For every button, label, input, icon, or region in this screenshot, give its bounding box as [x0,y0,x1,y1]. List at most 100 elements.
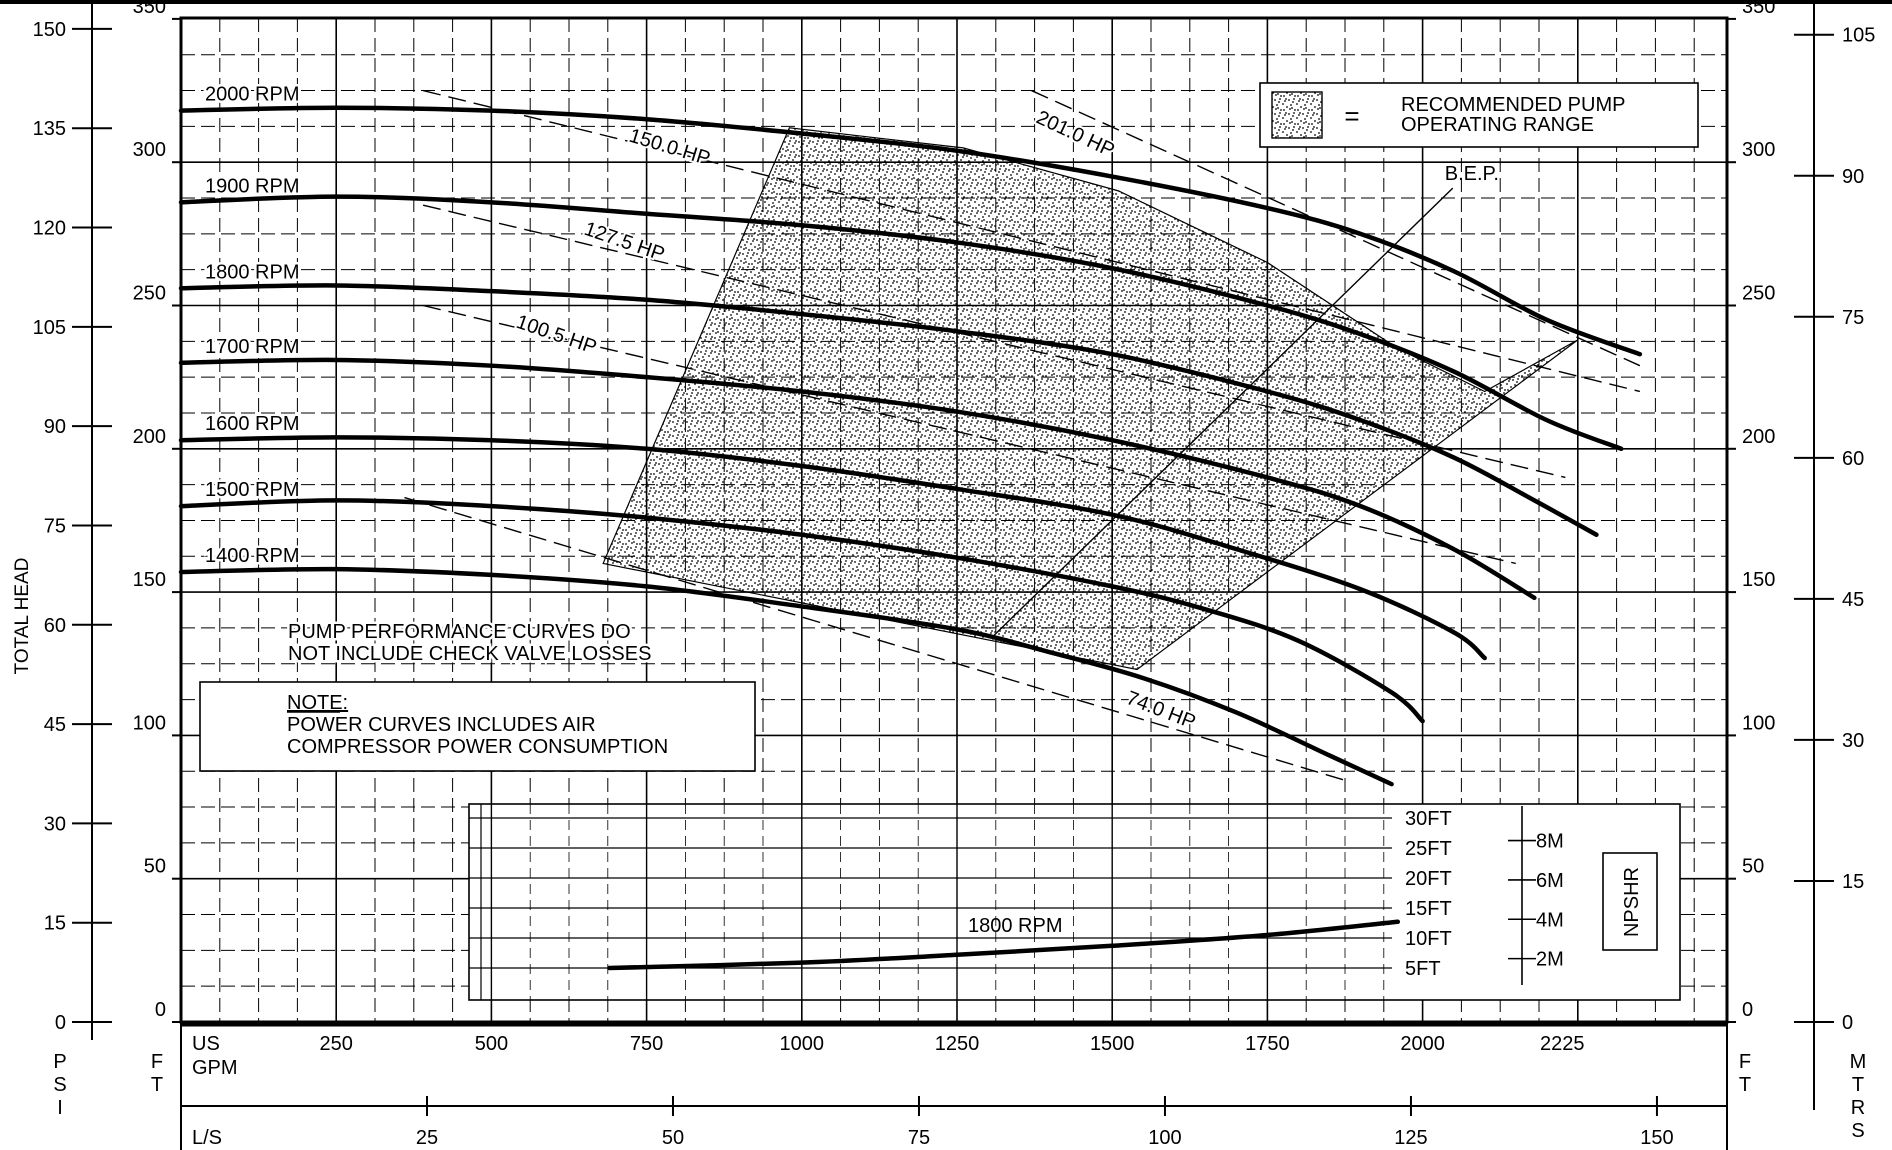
legend-swatch [1271,91,1323,139]
rpm-curve-label: 1600 RPM [205,413,300,435]
npshr-ft-label: 10FT [1405,928,1452,950]
npshr-ft-label: 5FT [1405,958,1441,980]
power-curve-2 [422,204,1566,479]
rpm-curve-label: 1900 RPM [205,175,300,197]
mtrs-tick-label: 105 [1842,25,1875,47]
gpm-tick-label: 1000 [780,1033,825,1055]
rpm-curve-1 [178,194,1624,452]
ft-tick-label-left: 250 [133,283,166,305]
power-curve-3 [422,304,1516,565]
note-line: COMPRESSOR POWER CONSUMPTION [287,736,668,758]
legend-text-2: OPERATING RANGE [1401,114,1594,136]
npshr-ft-label: 25FT [1405,838,1452,860]
gpm-tick-label: 1500 [1090,1033,1135,1055]
mtrs-tick-label: 60 [1842,448,1864,470]
power-curve-0 [1031,89,1641,367]
psi-tick-label: 30 [44,813,66,835]
ft-tick-label-right: 250 [1742,283,1775,305]
gpm-tick-label: 1250 [935,1033,980,1055]
gpm-tick-label: 750 [630,1033,663,1055]
ft-tick-label-right: 150 [1742,569,1775,591]
psi-tick-label: 90 [44,416,66,438]
ft-tick-label-right: 0 [1742,999,1753,1021]
psi-tick-label: 75 [44,515,66,537]
mtrs-tick-label: 15 [1842,871,1864,893]
rpm-curve-4 [178,435,1487,661]
gpm-tick-label: 2000 [1400,1033,1445,1055]
gpm-tick-label: 1750 [1245,1033,1290,1055]
rpm-curve-label: 1400 RPM [205,545,300,567]
rpm-curve-6 [178,566,1394,787]
mtrs-unit-letter: S [1851,1120,1864,1142]
bep-label: B.E.P. [1445,163,1499,185]
rpm-curve-2 [178,283,1599,538]
mtrs-tick-label: 90 [1842,166,1864,188]
gpm-tick-label: 250 [320,1033,353,1055]
ls-tick-label: 150 [1640,1127,1673,1149]
power-curve-1 [422,89,1641,393]
psi-tick-label: 135 [33,118,66,140]
ft-tick-label-left: 100 [133,712,166,734]
ft-tick-label-right: 350 [1742,0,1775,18]
legend-text-1: RECOMMENDED PUMP [1401,94,1625,116]
ls-tick-label: 100 [1148,1127,1181,1149]
legend-box [1259,82,1699,148]
npshr-series-label: 1800 RPM [968,915,1063,937]
ls-tick-label: 125 [1394,1127,1427,1149]
npshr-m-label: 2M [1536,949,1564,971]
psi-tick-label: 15 [44,913,66,935]
npshr-inset: 30FT 25FT 20FT 15FT 10FT 5FT 8M 6M 4M 2M NPSHR 1800… [468,803,1681,1001]
mtrs-tick-label: 45 [1842,589,1864,611]
npshr-m-label: 6M [1536,870,1564,892]
npshr-title-box [1602,852,1658,951]
ls-tick-label: 25 [416,1127,438,1149]
legend-equals: = [1344,101,1359,131]
psi-tick-label: 45 [44,714,66,736]
power-curve-4 [404,496,1349,782]
ft-tick-label-left: 50 [144,856,166,878]
rpm-curve-label: 1800 RPM [205,261,300,283]
psi-unit-letter: S [53,1074,66,1096]
npshr-title: NPSHR [1621,867,1643,937]
ft-unit-letter-left: F [151,1051,163,1073]
rpm-curve-5 [178,498,1425,724]
rpm-curve-label: 1500 RPM [205,479,300,501]
ft-tick-label-right: 200 [1742,426,1775,448]
performance-note-line: PUMP PERFORMANCE CURVES DO [288,621,631,643]
psi-tick-label: 150 [33,19,66,41]
npshr-box [468,803,1681,1001]
bep-line [993,187,1454,636]
mtrs-tick-label: 0 [1842,1012,1853,1034]
ft-tick-label-left: 350 [133,0,166,18]
ls-tick-label: 50 [662,1127,684,1149]
ft-unit-letter-left: T [151,1074,163,1096]
npshr-m-label: 8M [1536,831,1564,853]
ft-tick-label-right: 300 [1742,139,1775,161]
ft-tick-label-left: 0 [155,999,166,1021]
rpm-curve-label: 1700 RPM [205,336,300,358]
rpm-curve-3 [178,357,1537,601]
npshr-ft-label: 30FT [1405,808,1452,830]
gpm-tick-label: 2225 [1540,1033,1585,1055]
ft-tick-label-right: 50 [1742,856,1764,878]
mtrs-tick-label: 30 [1842,730,1864,752]
mtrs-unit-letter: M [1850,1051,1867,1073]
psi-unit-letter: I [57,1097,63,1119]
performance-note-line: NOT INCLUDE CHECK VALVE LOSSES [288,643,651,665]
npshr-ft-label: 20FT [1405,868,1452,890]
ft-unit-letter-right: T [1739,1074,1751,1096]
total-head-label: TOTAL HEAD [12,558,33,675]
npshr-curve [607,919,1401,971]
npshr-ft-label: 15FT [1405,898,1452,920]
rpm-curve-0 [178,105,1643,357]
ls-tick-label: 75 [908,1127,930,1149]
mtrs-unit-letter: R [1851,1097,1865,1119]
psi-tick-label: 105 [33,317,66,339]
psi-tick-label: 60 [44,615,66,637]
psi-tick-label: 120 [33,218,66,240]
psi-unit-letter: P [53,1051,66,1073]
gpm-tick-label: 500 [475,1033,508,1055]
mtrs-tick-label: 75 [1842,307,1864,329]
